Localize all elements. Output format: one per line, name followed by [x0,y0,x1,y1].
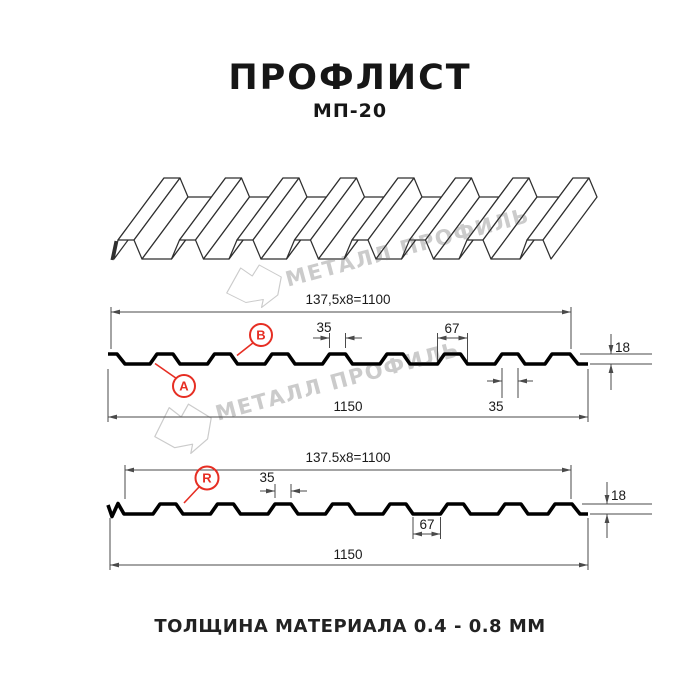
profile-model-subtitle: МП-20 [312,100,388,122]
label-a: А [179,379,189,394]
cross-section-side-a [108,352,588,366]
dim-overall-a: 1150 [333,399,362,414]
dim-pitch-a: 137,5x8=1100 [306,292,391,307]
metall-profil-logo-icon [154,403,212,455]
dim-rib-top-right-a: 35 [488,399,503,414]
label-b: В [256,328,265,343]
label-a-circle [172,374,196,398]
metall-profil-logo-icon [226,264,282,308]
dim-rib-top-a: 35 [316,320,331,335]
dimension-lines [107,307,652,570]
dim-height-r: 18 [611,488,626,503]
leader-b [236,341,254,357]
dim-pitch-r: 137.5x8=1100 [306,450,391,465]
dim-height-a: 18 [615,340,630,355]
label-r-circle [194,465,220,491]
sheet-3d-drawing [110,177,598,261]
dim-valley-r: 67 [419,517,434,532]
label-b-circle [249,323,273,347]
material-thickness-note: ТОЛЩИНА МАТЕРИАЛА 0.4 - 0.8 ММ [154,616,546,637]
dim-rib-top-r: 35 [259,470,274,485]
page-title: ПРОФЛИСТ [228,58,472,98]
label-r: R [202,471,212,486]
dim-overall-r: 1150 [333,547,362,562]
cross-section-side-r [106,501,588,519]
dim-rib-bottom-a: 67 [444,321,459,336]
leader-r [183,485,201,504]
leader-a [154,362,177,380]
